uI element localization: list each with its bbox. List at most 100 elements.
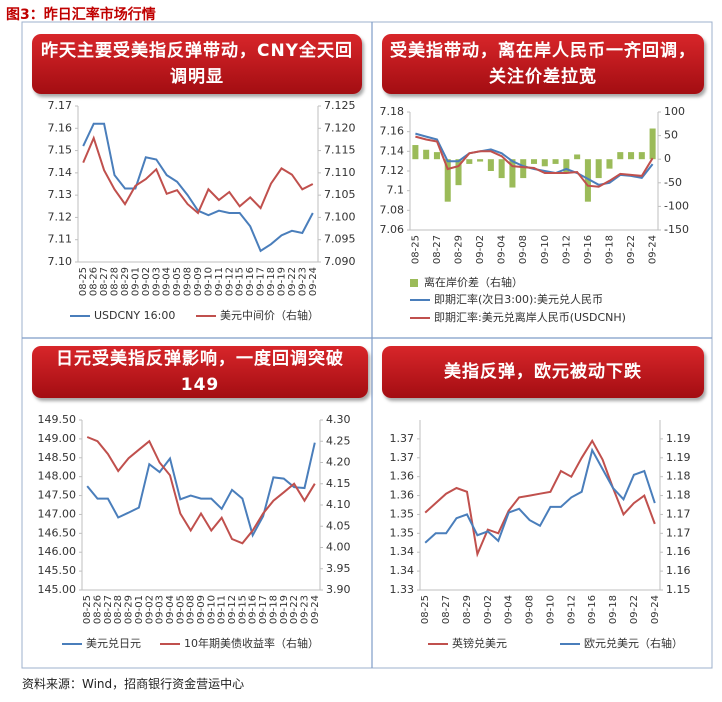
y2-tick-label: -150 [664, 223, 689, 236]
y-tick-label: 146.50 [38, 526, 77, 539]
x-tick-label: 09-05 [172, 267, 183, 296]
x-tick-label: 09-15 [237, 595, 248, 624]
bar [412, 145, 419, 160]
y-tick-label: 145.00 [38, 583, 77, 596]
x-tick-label: 08-26 [89, 267, 100, 296]
x-tick-label: 09-02 [141, 267, 152, 296]
y2-tick-label: 1.19 [666, 451, 691, 464]
chart-title: 日元受美指反弹影响，一度回调突破149 [32, 346, 368, 398]
chart-title: 美指反弹，欧元被动下跌 [382, 346, 704, 398]
bar [563, 159, 570, 174]
x-tick-label: 08-29 [454, 235, 465, 264]
x-tick-label: 09-18 [608, 595, 619, 624]
x-tick-label: 09-08 [525, 595, 536, 624]
bar [649, 128, 656, 160]
y2-tick-label: 0 [664, 152, 671, 165]
x-tick-label: 09-02 [475, 235, 486, 264]
y-tick-label: 1.36 [390, 470, 415, 483]
y-tick-label: 7.17 [48, 99, 73, 112]
legend-label: 离在岸价差（右轴） [424, 275, 523, 289]
x-tick-label: 09-22 [626, 235, 637, 264]
x-tick-label: 08-27 [432, 235, 443, 264]
line-series [82, 122, 314, 253]
y-tick-label: 7.18 [380, 105, 405, 118]
x-tick-label: 09-24 [650, 595, 661, 624]
x-tick-label: 09-18 [268, 595, 279, 624]
legend-label: 欧元兑美元（右轴） [584, 636, 683, 650]
x-tick-label: 09-10 [540, 235, 551, 264]
y-tick-label: 149.00 [38, 432, 77, 445]
y-tick-label: 1.37 [390, 451, 415, 464]
x-tick-label: 08-29 [124, 595, 135, 624]
y2-tick-label: 3.90 [326, 583, 351, 596]
y2-tick-label: -50 [664, 176, 682, 189]
x-tick-label: 08-29 [120, 267, 131, 296]
bar [638, 152, 645, 160]
x-tick-label: 09-24 [308, 267, 319, 296]
bar [617, 152, 624, 160]
legend-label: 即期汇率(次日3:00):美元兑人民币 [434, 292, 603, 306]
x-tick-label: 09-19 [279, 595, 290, 624]
bar [455, 159, 462, 186]
y2-tick-label: 3.95 [326, 562, 351, 575]
bar [444, 159, 451, 202]
outer-frame [21, 21, 713, 669]
legend-label: 英镑兑美元 [452, 636, 507, 650]
y2-tick-label: 7.105 [324, 188, 356, 201]
x-tick-label: 08-25 [78, 267, 89, 296]
bar [541, 159, 548, 167]
y-tick-label: 7.06 [380, 223, 405, 236]
bar [520, 159, 527, 179]
x-tick-label: 08-25 [82, 595, 93, 624]
y2-tick-label: 7.095 [324, 233, 356, 246]
x-tick-label: 09-22 [289, 595, 300, 624]
x-tick-label: 09-16 [583, 235, 594, 264]
x-tick-label: 08-25 [420, 595, 431, 624]
x-tick-label: 09-12 [566, 595, 577, 624]
line-series [82, 135, 314, 215]
y2-tick-label: 7.100 [324, 210, 356, 223]
chart-title: 昨天主要受美指反弹带动，CNY全天回调明显 [32, 34, 362, 94]
x-tick-label: 09-02 [144, 595, 155, 624]
source-note: 资料来源：Wind，招商银行资金营运中心 [22, 677, 245, 691]
bar [487, 159, 494, 171]
y-tick-label: 7.08 [380, 203, 405, 216]
x-tick-label: 09-08 [183, 267, 194, 296]
y-tick-label: 1.37 [390, 432, 415, 445]
y-tick-label: 7.14 [48, 166, 73, 179]
y-tick-label: 145.50 [38, 564, 77, 577]
bar [509, 159, 516, 188]
y-tick-label: 7.12 [48, 210, 73, 223]
x-tick-label: 09-11 [217, 595, 228, 624]
y2-tick-label: 1.16 [666, 564, 691, 577]
y2-tick-label: 4.00 [326, 541, 351, 554]
x-tick-label: 08-25 [410, 235, 421, 264]
bar [423, 149, 430, 160]
y-tick-label: 1.35 [390, 507, 415, 520]
x-tick-label: 08-29 [462, 595, 473, 624]
y-tick-label: 7.13 [48, 188, 73, 201]
y2-tick-label: 50 [664, 129, 678, 142]
x-tick-label: 09-01 [130, 267, 141, 296]
x-tick-label: 09-12 [561, 235, 572, 264]
y-tick-label: 149.50 [38, 413, 77, 426]
y2-tick-label: 1.18 [666, 489, 691, 502]
y-tick-label: 147.50 [38, 489, 77, 502]
x-tick-label: 09-17 [258, 595, 269, 624]
x-tick-label: 09-18 [604, 235, 615, 264]
x-tick-label: 09-12 [224, 267, 235, 296]
y2-tick-label: 7.125 [324, 99, 356, 112]
y-tick-label: 1.36 [390, 489, 415, 502]
x-tick-label: 09-10 [206, 595, 217, 624]
x-tick-label: 09-24 [310, 595, 321, 624]
x-tick-label: 08-27 [99, 267, 110, 296]
y2-tick-label: 1.19 [666, 432, 691, 445]
y-tick-label: 7.16 [380, 125, 405, 138]
bar [606, 159, 613, 169]
bar [628, 152, 635, 160]
y-tick-label: 146.00 [38, 545, 77, 558]
page-title: 图3：昨日汇率市场行情 [6, 7, 156, 23]
x-tick-label: 09-04 [497, 235, 508, 264]
legend-label: 美元中间价（右轴） [220, 308, 319, 322]
